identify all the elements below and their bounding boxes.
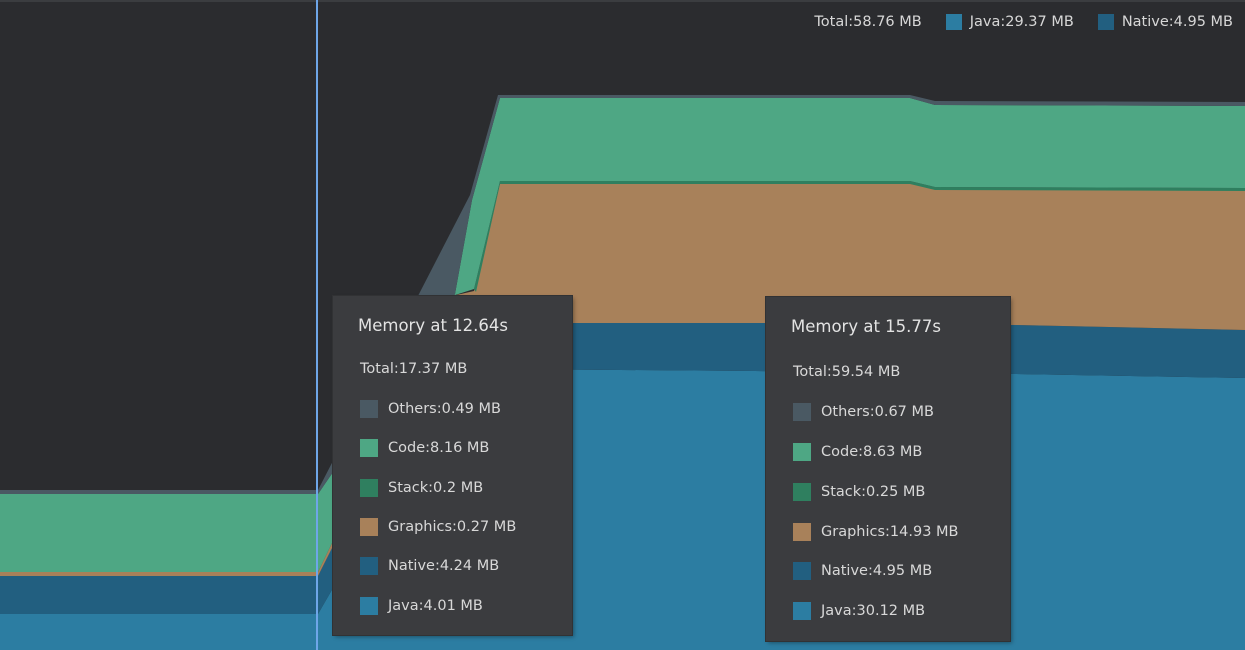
tooltip-row-others: Others:0.49 MB [360,400,501,418]
tooltip-row-graphics: Graphics:0.27 MB [360,518,516,536]
code-swatch [793,443,811,461]
tooltip-total: Total:59.54 MB [793,364,901,380]
tooltip-row-label: Java:4.01 MB [388,598,483,614]
tooltip-row-code: Code:8.63 MB [793,443,922,461]
tooltip-row-java: Java:30.12 MB [793,602,925,620]
tooltip-row-label: Java:30.12 MB [821,603,926,619]
tooltip-row-label: Others:0.49 MB [388,401,501,417]
graphics-area [0,183,1245,576]
tooltip-row-code: Code:8.16 MB [360,439,489,457]
legend-native-swatch [1097,14,1114,30]
tooltip-row-stack: Stack:0.2 MB [360,479,483,497]
code-area [0,98,1245,572]
tooltip-row-label: Others:0.67 MB [821,404,934,420]
memory-tooltip-2: Memory at 15.77s Total:59.54 MB Others:0… [766,297,1010,641]
chart-top-border [0,0,1245,2]
tooltip-row-label: Stack:0.2 MB [388,480,484,496]
others-swatch [793,403,811,421]
native-swatch [793,562,811,580]
tooltip-row-native: Native:4.24 MB [360,557,499,575]
tooltip-row-label: Native:4.95 MB [821,563,933,579]
memory-tooltip-1: Memory at 12.64s Total:17.37 MB Others:0… [333,296,572,635]
legend-java-swatch [945,14,962,30]
chart-legend: Total:58.76 MB Java:29.37 MB Native:4.95… [814,14,1233,30]
legend-java: Java:29.37 MB [945,14,1074,30]
others-swatch [360,400,378,418]
native-area [0,301,1245,614]
legend-java-label: Java:29.37 MB [969,14,1074,30]
tooltip-row-label: Graphics:14.93 MB [821,524,959,540]
native-swatch [360,557,378,575]
time-cursor-line[interactable] [316,0,318,650]
graphics-swatch [793,523,811,541]
stack-swatch [360,479,378,497]
java-swatch [360,597,378,615]
stack-swatch [793,483,811,501]
tooltip-row-label: Code:8.63 MB [821,444,923,460]
tooltip-title: Memory at 15.77s [791,317,942,336]
tooltip-row-others: Others:0.67 MB [793,403,934,421]
java-swatch [793,602,811,620]
tooltip-row-label: Code:8.16 MB [388,440,490,456]
legend-native: Native:4.95 MB [1097,14,1233,30]
code-swatch [360,439,378,457]
tooltip-row-stack: Stack:0.25 MB [793,483,925,501]
legend-total: Total:58.76 MB [814,14,921,30]
legend-native-label: Native:4.95 MB [1121,14,1233,30]
tooltip-row-label: Stack:0.25 MB [821,484,926,500]
tooltip-row-graphics: Graphics:14.93 MB [793,523,959,541]
tooltip-row-label: Graphics:0.27 MB [388,519,517,535]
legend-total-label: Total:58.76 MB [814,14,922,30]
tooltip-title: Memory at 12.64s [358,316,509,335]
tooltip-row-label: Native:4.24 MB [388,558,500,574]
tooltip-row-java: Java:4.01 MB [360,597,483,615]
graphics-swatch [360,518,378,536]
tooltip-row-native: Native:4.95 MB [793,562,932,580]
tooltip-total: Total:17.37 MB [360,361,468,377]
